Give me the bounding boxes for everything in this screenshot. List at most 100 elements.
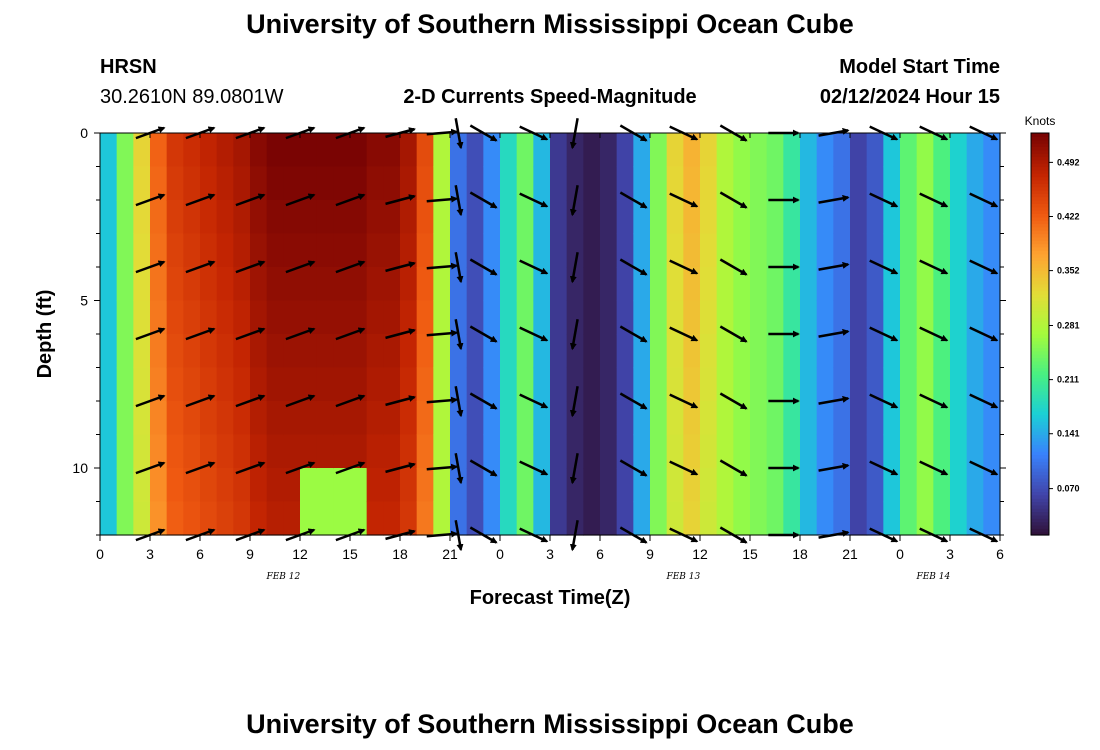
colorbar-cell (1031, 290, 1049, 295)
heat-cell (700, 401, 718, 436)
current-arrow (235, 327, 266, 341)
heat-cell (900, 267, 918, 302)
colorbar-cell (1031, 166, 1049, 171)
heat-cell (633, 300, 651, 335)
current-arrow (719, 392, 748, 410)
heat-cell (966, 267, 984, 302)
heat-cell (133, 233, 151, 268)
current-arrow (454, 185, 464, 217)
heat-cell (116, 267, 134, 302)
heat-cell (833, 334, 851, 369)
heat-cell (950, 200, 968, 235)
current-arrow (519, 259, 549, 275)
heat-cell (900, 367, 918, 402)
date-label: FEB 13 (665, 572, 700, 582)
colorbar-cell (1031, 287, 1049, 292)
heat-cell (516, 501, 534, 536)
heat-cell (766, 200, 784, 235)
heat-cell (616, 200, 634, 235)
heat-cell (250, 166, 268, 201)
heat-cell (750, 267, 768, 302)
heat-cell (266, 334, 284, 369)
heat-cell (683, 133, 701, 168)
heat-cell (983, 300, 1001, 335)
y-axis-label: Depth (ft) (34, 290, 56, 379)
heat-cell (583, 133, 601, 168)
heat-cell (633, 267, 651, 302)
heat-cell (816, 300, 834, 335)
heat-cell (983, 267, 1001, 302)
heat-cell (233, 468, 251, 503)
heat-cell (483, 133, 501, 168)
heat-cell (600, 367, 618, 402)
heat-cell (650, 166, 668, 201)
current-arrow (619, 459, 648, 477)
colorbar-cell (1031, 270, 1049, 275)
colorbar-cell (1031, 153, 1049, 158)
x-axis-label: Forecast Time(Z) (470, 587, 631, 609)
current-arrow (469, 459, 498, 477)
heat-cell (733, 501, 751, 536)
heat-cell (533, 166, 551, 201)
bottom-title: University of Southern Mississippi Ocean… (246, 709, 854, 739)
heat-cell (150, 200, 168, 235)
colorbar-cell (1031, 360, 1049, 365)
heat-cell (183, 367, 201, 402)
colorbar-cell (1031, 514, 1049, 519)
heat-cell (450, 334, 468, 369)
heat-cell (750, 468, 768, 503)
heat-cell (616, 133, 634, 168)
y-tick-label: 10 (72, 460, 88, 476)
colorbar-cell (1031, 263, 1049, 268)
current-arrow (385, 395, 416, 407)
heat-cell (516, 300, 534, 335)
heat-cell (883, 166, 901, 201)
heat-cell (100, 367, 118, 402)
heat-cell (383, 367, 401, 402)
heat-cell (816, 468, 834, 503)
heat-cell (950, 267, 968, 302)
heat-cell (666, 200, 684, 235)
heat-cell (116, 468, 134, 503)
heat-cell (150, 401, 168, 436)
heat-cell (283, 334, 301, 369)
heat-cell (883, 501, 901, 536)
x-tick-label: 9 (246, 546, 254, 562)
heat-cell (166, 267, 184, 302)
heat-cell (433, 200, 451, 235)
heat-cell (733, 367, 751, 402)
colorbar-cell (1031, 407, 1049, 412)
heat-cell (466, 401, 484, 436)
current-arrow (519, 460, 549, 476)
heat-cell (850, 166, 868, 201)
heat-cell (316, 300, 334, 335)
colorbar-cell (1031, 444, 1049, 449)
colorbar-cell (1031, 176, 1049, 181)
heat-cell (600, 133, 618, 168)
heat-cell (800, 300, 818, 335)
heat-cell (566, 501, 584, 536)
heat-cell (683, 434, 701, 469)
heat-cell (650, 367, 668, 402)
heat-cell (283, 434, 301, 469)
heat-cell (950, 468, 968, 503)
heat-cell (816, 334, 834, 369)
heat-cell (500, 233, 518, 268)
station-name: HRSN (100, 56, 157, 78)
heat-cell (550, 401, 568, 436)
heat-cell (633, 468, 651, 503)
heat-cell (450, 133, 468, 168)
heat-cell (366, 300, 384, 335)
x-tick-label: 18 (392, 546, 408, 562)
colorbar-cell (1031, 206, 1049, 211)
heat-cell (266, 434, 284, 469)
heat-cell (633, 200, 651, 235)
current-arrow (569, 185, 579, 217)
colorbar-cell (1031, 380, 1049, 385)
colorbar-cell (1031, 323, 1049, 328)
heat-cell (283, 501, 301, 536)
colorbar-cell (1031, 280, 1049, 285)
heat-cell (300, 166, 318, 201)
colorbar-cell (1031, 401, 1049, 405)
heat-cell (766, 434, 784, 469)
